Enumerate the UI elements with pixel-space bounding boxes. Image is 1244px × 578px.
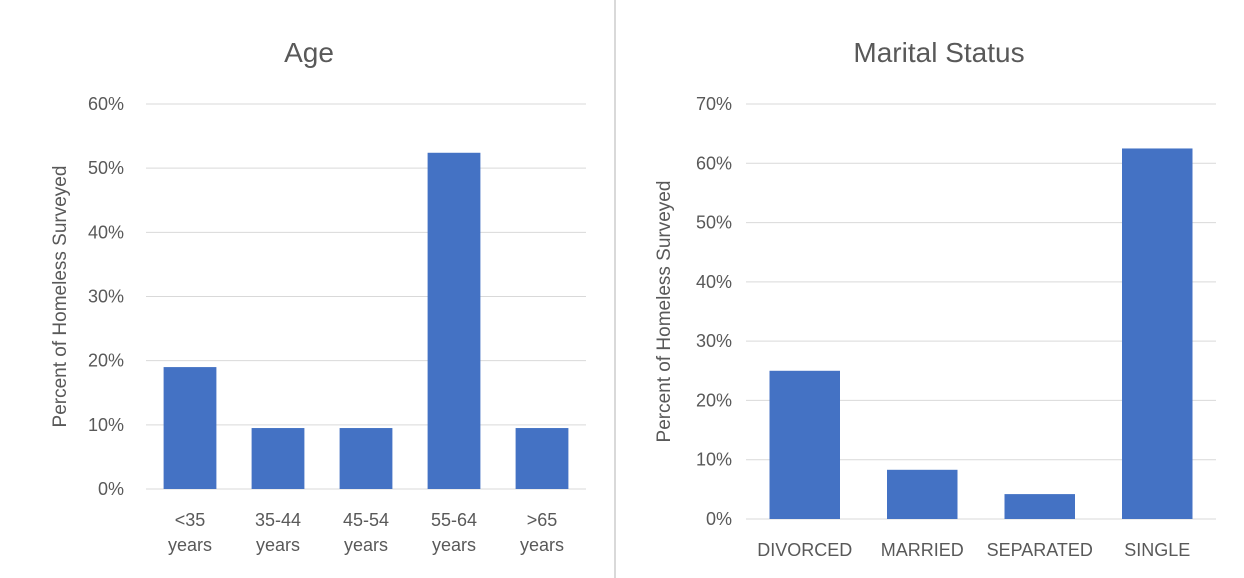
- y-axis-title: Percent of Homeless Surveyed: [50, 166, 71, 428]
- age-chart-panel: Age 0% 10% 20% 30% 40% 50% 60% <35 years 35-44 year…: [0, 0, 616, 578]
- x-tick-label: SINGLE: [1124, 540, 1190, 560]
- y-tick-label: 50%: [696, 213, 732, 233]
- chart-title: Age: [284, 37, 334, 68]
- x-tick-label: DIVORCED: [757, 540, 852, 560]
- panel-divider: [614, 0, 616, 578]
- x-tick-label: MARRIED: [881, 540, 964, 560]
- marital-status-chart: Marital Status 0% 10% 20% 30% 40% 50% 60% 70% DIV…: [654, 37, 1216, 560]
- y-tick-label: 70%: [696, 94, 732, 114]
- y-tick-label: 40%: [696, 272, 732, 292]
- y-tick-label: 30%: [88, 287, 124, 307]
- x-tick-label: years: [344, 535, 388, 555]
- y-tick-label: 60%: [696, 153, 732, 173]
- y-tick-label: 0%: [98, 479, 124, 499]
- y-tick-label: 0%: [706, 509, 732, 529]
- y-tick-label: 20%: [88, 351, 124, 371]
- x-tick-label: 55-64: [431, 510, 477, 530]
- y-tick-label: 60%: [88, 94, 124, 114]
- age-bar: [515, 428, 569, 489]
- marital-bar: [887, 469, 958, 519]
- age-chart: Age 0% 10% 20% 30% 40% 50% 60% <35 years 35-44 year…: [50, 37, 586, 555]
- x-tick-label: years: [432, 535, 476, 555]
- x-tick-label: years: [520, 535, 564, 555]
- x-tick-label: 45-54: [343, 510, 389, 530]
- marital-bar: [1004, 494, 1075, 519]
- age-bar: [339, 428, 393, 489]
- y-tick-label: 20%: [696, 390, 732, 410]
- y-tick-label: 10%: [696, 450, 732, 470]
- x-tick-label: 35-44: [255, 510, 301, 530]
- x-tick-label: <35: [175, 510, 206, 530]
- age-bar: [251, 428, 305, 489]
- y-tick-label: 30%: [696, 331, 732, 351]
- x-tick-label: years: [256, 535, 300, 555]
- marital-bar: [1122, 148, 1193, 519]
- age-bar: [163, 367, 217, 489]
- x-tick-label: years: [168, 535, 212, 555]
- chart-title: Marital Status: [853, 37, 1024, 68]
- age-bar: [427, 152, 481, 489]
- y-axis-title: Percent of Homeless Surveyed: [654, 181, 675, 443]
- marital-status-chart-panel: Marital Status 0% 10% 20% 30% 40% 50% 60% 70% DIV…: [616, 0, 1244, 578]
- y-tick-label: 10%: [88, 415, 124, 435]
- x-tick-label: SEPARATED: [987, 540, 1093, 560]
- x-tick-label: >65: [527, 510, 558, 530]
- marital-bar: [769, 370, 840, 519]
- y-tick-label: 40%: [88, 222, 124, 242]
- y-tick-label: 50%: [88, 158, 124, 178]
